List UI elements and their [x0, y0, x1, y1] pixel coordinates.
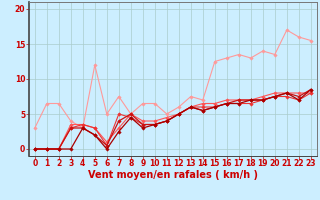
X-axis label: Vent moyen/en rafales ( km/h ): Vent moyen/en rafales ( km/h )	[88, 170, 258, 180]
